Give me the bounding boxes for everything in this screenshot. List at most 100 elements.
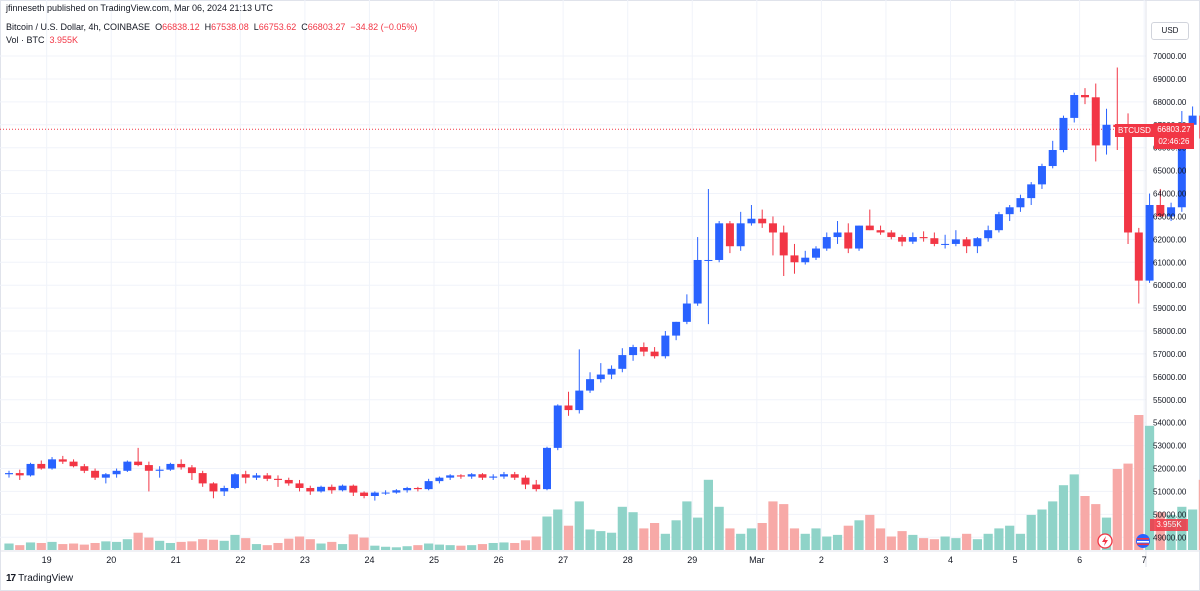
candle-body — [263, 475, 272, 479]
volume-bar — [133, 532, 143, 550]
y-tick-label: 70000.00 — [1153, 52, 1187, 61]
volume-bar — [112, 541, 122, 550]
volume-label[interactable]: Vol · BTC — [6, 35, 45, 45]
candle-body — [144, 465, 153, 471]
volume-bar — [800, 533, 810, 550]
candle-body — [1102, 124, 1111, 146]
candle-body — [779, 232, 788, 256]
candle-body — [672, 321, 681, 336]
candle-body — [317, 486, 326, 492]
candle-body — [855, 225, 864, 249]
candle-body — [403, 487, 412, 491]
currency-button[interactable]: USD — [1151, 22, 1189, 40]
candle-body — [80, 466, 89, 471]
candle-body — [801, 257, 810, 263]
candle-body — [618, 355, 627, 369]
volume-bar — [337, 544, 348, 550]
x-tick-label: 20 — [106, 555, 116, 565]
open-value: 66838.12 — [162, 22, 200, 32]
volume-bar — [919, 538, 929, 550]
volume-bar — [542, 516, 552, 550]
candle-body — [1037, 166, 1046, 185]
candle-body — [37, 463, 46, 469]
y-tick-label: 52000.00 — [1153, 465, 1187, 474]
volume-bar — [736, 533, 746, 550]
volume-bar — [15, 545, 25, 550]
change-value: −34.82 (−0.05%) — [350, 22, 418, 32]
y-tick-label: 68000.00 — [1153, 98, 1187, 107]
volume-bar — [219, 540, 229, 550]
candle-body — [521, 477, 530, 485]
volume-bar — [456, 545, 466, 550]
candle-body — [575, 390, 584, 411]
y-tick-label: 69000.00 — [1153, 75, 1187, 84]
volume-bar — [951, 538, 961, 550]
x-tick-label: 29 — [687, 555, 697, 565]
candle-body — [962, 239, 971, 247]
candle-body — [478, 474, 487, 478]
x-tick-label: 23 — [300, 555, 310, 565]
volume-bar — [671, 520, 681, 550]
volume-bar — [176, 541, 186, 550]
volume-bar — [746, 528, 757, 550]
volume-bar — [639, 528, 649, 550]
volume-bar — [1080, 496, 1090, 550]
symbol-title[interactable]: Bitcoin / U.S. Dollar, 4h, COINBASE — [6, 22, 151, 32]
candle-body — [790, 255, 799, 263]
candle-body — [973, 238, 982, 247]
x-tick-label: 21 — [171, 555, 181, 565]
volume-bar — [757, 523, 767, 550]
close-label: C — [301, 22, 308, 32]
volume-bar — [348, 534, 358, 550]
volume-bar — [391, 547, 401, 550]
open-label: O — [155, 22, 163, 32]
candle-body — [209, 483, 218, 492]
volume-bar — [165, 542, 175, 550]
volume-bar — [327, 541, 337, 550]
candle-body — [1156, 204, 1165, 217]
candle-body — [252, 475, 261, 478]
low-value: 66753.62 — [258, 22, 297, 32]
volume-bar — [725, 528, 735, 550]
volume-bar — [101, 541, 111, 550]
volume-bar — [585, 529, 595, 550]
volume-bar — [617, 506, 627, 550]
volume-bar — [294, 536, 305, 550]
candle-body — [112, 470, 121, 475]
volume-bar — [1123, 463, 1133, 550]
x-tick-label: 4 — [948, 555, 953, 565]
volume-bar — [843, 525, 853, 550]
candle-body — [338, 485, 347, 491]
volume-legend: Vol · BTC 3.955K — [6, 35, 78, 45]
volume-bar — [574, 501, 584, 550]
y-tick-label: 64000.00 — [1153, 190, 1187, 199]
volume-bar — [854, 520, 864, 550]
candle-body — [220, 487, 229, 492]
y-tick-label: 54000.00 — [1153, 419, 1187, 428]
volume-bar — [703, 479, 713, 550]
y-tick-label: 50000.00 — [1153, 510, 1187, 519]
candle-body — [5, 473, 13, 475]
candle-body — [1016, 198, 1025, 208]
volume-bar — [413, 545, 423, 550]
low-label: L — [253, 22, 259, 32]
candle-body — [155, 469, 164, 471]
last-price-tag: BTCUSD 66803.27 02:46:26 — [1115, 123, 1194, 149]
lightning-icon[interactable] — [1097, 533, 1113, 549]
volume-bar — [1198, 479, 1200, 550]
x-tick-label: 5 — [1013, 555, 1018, 565]
candle-body — [424, 481, 433, 490]
candle-body — [682, 303, 691, 322]
candle-body — [489, 476, 498, 478]
flag-icon[interactable] — [1135, 533, 1151, 549]
x-tick-label: Mar — [749, 555, 765, 565]
volume-bar — [875, 528, 886, 550]
candle-body — [510, 474, 519, 478]
volume-bar — [25, 542, 36, 550]
volume-bar — [370, 545, 380, 550]
candle-body — [607, 368, 616, 375]
volume-bar — [510, 542, 520, 550]
candle-body — [768, 223, 777, 233]
candle-body — [349, 485, 358, 493]
